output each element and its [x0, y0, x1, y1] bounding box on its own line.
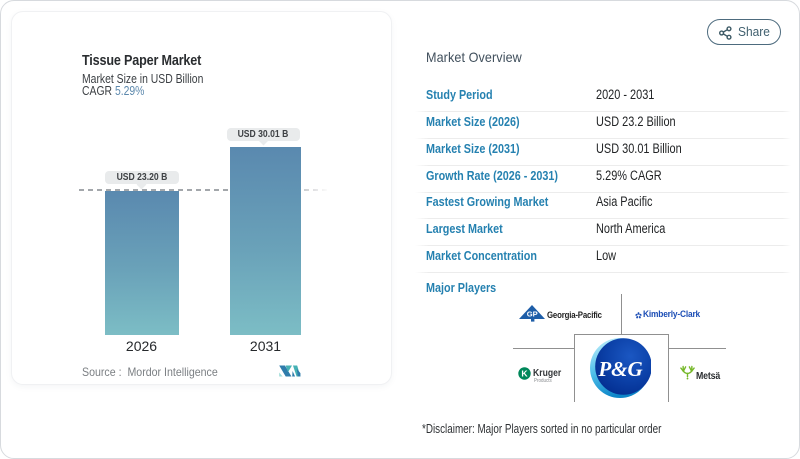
- svg-text:GP: GP: [527, 310, 538, 319]
- svg-text:P&G: P&G: [597, 357, 642, 381]
- svg-text:K: K: [521, 368, 528, 378]
